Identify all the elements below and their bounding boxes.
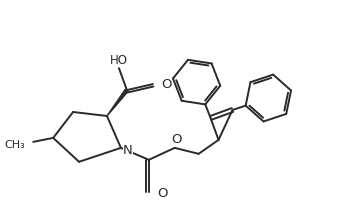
- Text: CH₃: CH₃: [5, 140, 25, 150]
- Text: O: O: [161, 78, 171, 91]
- Text: O: O: [172, 133, 182, 146]
- Text: HO: HO: [110, 54, 128, 67]
- Text: N: N: [123, 144, 133, 157]
- Text: O: O: [157, 187, 167, 200]
- Polygon shape: [107, 89, 128, 116]
